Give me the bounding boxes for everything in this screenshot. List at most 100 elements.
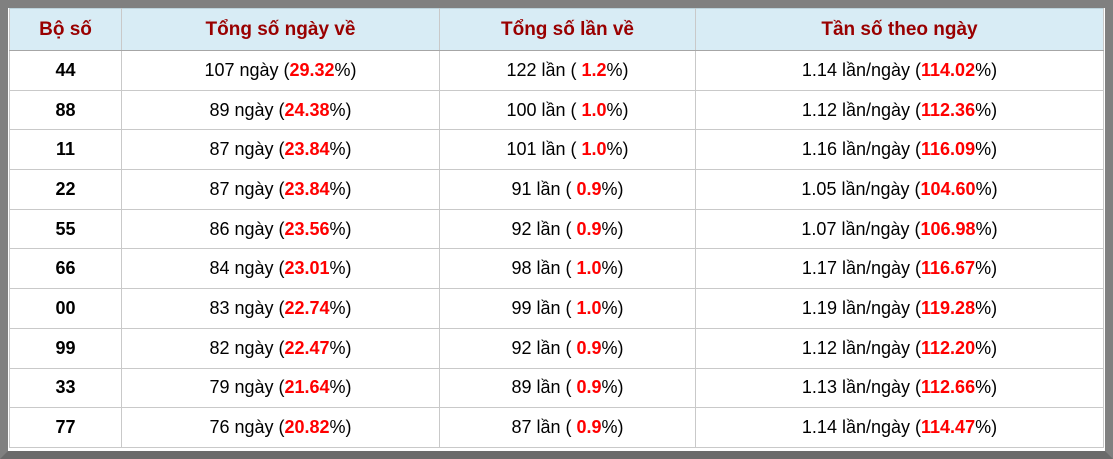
- times-text: 87 lần (: [511, 417, 572, 438]
- times-percent: 0.9: [571, 417, 602, 438]
- cell-pair-number: 66: [9, 248, 122, 290]
- cell-frequency-per-day: 1.19 lần/ngày (119.28%): [695, 288, 1104, 329]
- percent-close: %): [329, 297, 352, 318]
- frequency-text: 1.12 lần/ngày (: [801, 337, 922, 358]
- days-text: 87 ngày (: [209, 139, 285, 160]
- times-percent: 1.2: [576, 59, 607, 80]
- days-percent: 20.82: [284, 417, 330, 438]
- header-pair-number: Bộ số: [9, 8, 122, 51]
- days-percent: 23.56: [284, 218, 330, 239]
- cell-total-days: 79 ngày (21.64%): [121, 367, 440, 409]
- percent-close: %): [329, 377, 352, 398]
- times-percent: 0.9: [571, 337, 602, 358]
- cell-total-times: 98 lần ( 1.0%): [439, 248, 696, 290]
- days-text: 87 ngày (: [209, 178, 285, 199]
- days-percent: 29.32: [289, 59, 335, 80]
- times-percent: 1.0: [571, 258, 602, 279]
- percent-close: %): [329, 337, 352, 358]
- days-percent: 23.01: [284, 258, 330, 279]
- times-text: 100 lần (: [506, 99, 577, 120]
- times-text: 92 lần (: [511, 337, 572, 358]
- cell-frequency-per-day: 1.07 lần/ngày (106.98%): [695, 208, 1104, 250]
- cell-total-times: 92 lần ( 0.9%): [439, 327, 696, 369]
- frequency-percent: 116.67: [921, 258, 976, 279]
- frequency-text: 1.12 lần/ngày (: [801, 99, 922, 120]
- percent-close: %): [606, 139, 629, 160]
- cell-total-days: 76 ngày (20.82%): [121, 407, 440, 448]
- percent-close: %): [329, 417, 352, 438]
- percent-close: %): [329, 218, 352, 239]
- cell-frequency-per-day: 1.14 lần/ngày (114.02%): [695, 50, 1104, 91]
- days-percent: 21.64: [284, 377, 330, 398]
- percent-close: %): [601, 178, 624, 199]
- cell-total-times: 101 lần ( 1.0%): [439, 129, 696, 171]
- cell-total-days: 87 ngày (23.84%): [121, 169, 440, 210]
- percent-close: %): [601, 218, 624, 239]
- cell-frequency-per-day: 1.16 lần/ngày (116.09%): [695, 129, 1104, 171]
- frequency-percent: 106.98: [920, 218, 976, 239]
- percent-close: %): [601, 297, 624, 318]
- cell-total-times: 91 lần ( 0.9%): [439, 169, 696, 210]
- cell-pair-number: 22: [9, 169, 122, 210]
- percent-close: %): [975, 99, 998, 120]
- times-text: 89 lần (: [511, 377, 572, 398]
- cell-total-times: 100 lần ( 1.0%): [439, 89, 696, 131]
- percent-close: %): [975, 139, 998, 160]
- frequency-text: 1.13 lần/ngày (: [801, 377, 922, 398]
- days-percent: 22.74: [284, 297, 330, 318]
- cell-frequency-per-day: 1.12 lần/ngày (112.36%): [695, 89, 1104, 131]
- frequency-text: 1.19 lần/ngày (: [801, 297, 922, 318]
- frequency-percent: 119.28: [921, 297, 976, 318]
- table-row: 22 87 ngày (23.84%) 91 lần ( 0.9%) 1.05 …: [9, 169, 1104, 210]
- times-text: 91 lần (: [511, 178, 572, 199]
- table-row: 00 83 ngày (22.74%) 99 lần ( 1.0%) 1.19 …: [9, 288, 1104, 329]
- cell-frequency-per-day: 1.14 lần/ngày (114.47%): [695, 407, 1104, 448]
- days-percent: 24.38: [284, 99, 330, 120]
- cell-frequency-per-day: 1.05 lần/ngày (104.60%): [695, 169, 1104, 210]
- cell-total-times: 122 lần ( 1.2%): [439, 50, 696, 91]
- cell-total-days: 86 ngày (23.56%): [121, 208, 440, 250]
- percent-close: %): [975, 258, 998, 279]
- cell-total-times: 87 lần ( 0.9%): [439, 407, 696, 448]
- frequency-text: 1.07 lần/ngày (: [801, 218, 921, 239]
- frequency-percent: 104.60: [920, 178, 976, 199]
- header-total-days: Tổng số ngày về: [121, 8, 440, 51]
- frequency-percent: 114.02: [921, 59, 976, 80]
- times-percent: 1.0: [571, 297, 602, 318]
- percent-close: %): [606, 99, 629, 120]
- table-row: 55 86 ngày (23.56%) 92 lần ( 0.9%) 1.07 …: [9, 208, 1104, 250]
- days-text: 86 ngày (: [209, 218, 285, 239]
- table-body: 44 107 ngày (29.32%) 122 lần ( 1.2%) 1.1…: [9, 50, 1104, 448]
- percent-close: %): [329, 99, 352, 120]
- frequency-text: 1.14 lần/ngày (: [801, 59, 922, 80]
- cell-total-days: 107 ngày (29.32%): [121, 50, 440, 91]
- cell-total-times: 92 lần ( 0.9%): [439, 208, 696, 250]
- percent-close: %): [975, 417, 998, 438]
- cell-pair-number: 44: [9, 50, 122, 91]
- times-percent: 0.9: [571, 377, 602, 398]
- cell-pair-number: 55: [9, 208, 122, 250]
- days-text: 79 ngày (: [209, 377, 285, 398]
- header-total-times: Tổng số lần về: [439, 8, 696, 51]
- cell-pair-number: 77: [9, 407, 122, 448]
- percent-close: %): [975, 377, 998, 398]
- table-row: 77 76 ngày (20.82%) 87 lần ( 0.9%) 1.14 …: [9, 407, 1104, 448]
- cell-pair-number: 00: [9, 288, 122, 329]
- percent-close: %): [329, 139, 352, 160]
- frequency-percent: 114.47: [921, 417, 976, 438]
- times-text: 92 lần (: [511, 218, 572, 239]
- cell-frequency-per-day: 1.17 lần/ngày (116.67%): [695, 248, 1104, 290]
- frequency-percent: 112.36: [921, 99, 976, 120]
- frequency-text: 1.17 lần/ngày (: [801, 258, 922, 279]
- percent-close: %): [975, 297, 998, 318]
- cell-pair-number: 33: [9, 367, 122, 409]
- percent-close: %): [601, 337, 624, 358]
- lottery-pair-stats-table: Bộ số Tổng số ngày về Tổng số lần về Tần…: [9, 8, 1104, 448]
- cell-total-times: 89 lần ( 0.9%): [439, 367, 696, 409]
- frequency-percent: 112.66: [921, 377, 976, 398]
- times-percent: 0.9: [571, 218, 602, 239]
- percent-close: %): [329, 258, 352, 279]
- table-row: 33 79 ngày (21.64%) 89 lần ( 0.9%) 1.13 …: [9, 367, 1104, 409]
- percent-close: %): [975, 218, 998, 239]
